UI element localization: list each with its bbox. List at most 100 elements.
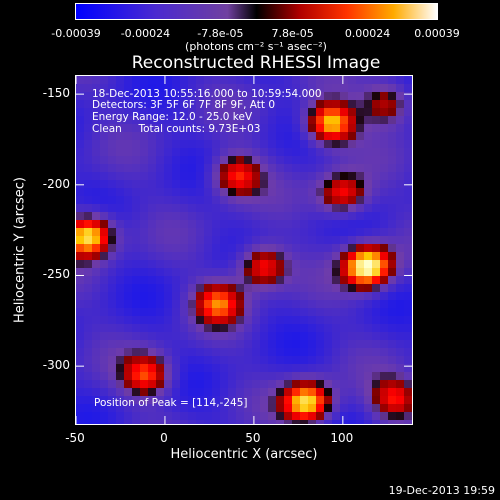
- heatmap-cell: [220, 124, 228, 132]
- heatmap-cell: [116, 164, 124, 172]
- heatmap-cell: [404, 156, 412, 164]
- heatmap-cell: [380, 116, 388, 124]
- heatmap-cell: [84, 268, 92, 276]
- heatmap-cell: [172, 204, 180, 212]
- heatmap-cell: [228, 140, 236, 148]
- heatmap-cell: [92, 244, 100, 252]
- heatmap-cell: [124, 404, 132, 412]
- heatmap-cell: [236, 196, 244, 204]
- heatmap-cell: [76, 148, 84, 156]
- heatmap-cell: [260, 412, 268, 420]
- heatmap-cell: [132, 140, 140, 148]
- heatmap-cell: [404, 188, 412, 196]
- heatmap-cell: [124, 412, 132, 420]
- heatmap-cell: [404, 244, 412, 252]
- heatmap-cell: [284, 188, 292, 196]
- heatmap-cell: [228, 404, 236, 412]
- heatmap-cell: [396, 108, 404, 116]
- heatmap-cell: [196, 308, 204, 316]
- heatmap-cell: [92, 284, 100, 292]
- heatmap-cell: [76, 220, 84, 228]
- heatmap-cell: [372, 140, 380, 148]
- heatmap-cell: [180, 188, 188, 196]
- heatmap-cell: [252, 188, 260, 196]
- heatmap-cell: [220, 348, 228, 356]
- heatmap-cell: [140, 412, 148, 420]
- heatmap-cell: [156, 340, 164, 348]
- heatmap-cell: [324, 212, 332, 220]
- heatmap-cell: [140, 276, 148, 284]
- heatmap-cell: [220, 172, 228, 180]
- heatmap-cell: [84, 172, 92, 180]
- heatmap-cell: [188, 244, 196, 252]
- heatmap-cell: [164, 332, 172, 340]
- heatmap-cell: [180, 268, 188, 276]
- heatmap-cell: [132, 260, 140, 268]
- heatmap-cell: [404, 388, 412, 396]
- heatmap-cell: [332, 156, 340, 164]
- heatmap-cell: [300, 156, 308, 164]
- heatmap-cell: [100, 284, 108, 292]
- heatmap-cell: [180, 412, 188, 420]
- heatmap-cell: [132, 364, 140, 372]
- heatmap-cell: [340, 212, 348, 220]
- heatmap-cell: [84, 244, 92, 252]
- heatmap-cell: [92, 172, 100, 180]
- heatmap-cell: [300, 396, 308, 404]
- heatmap-cell: [348, 292, 356, 300]
- heatmap-cell: [188, 396, 196, 404]
- heatmap-cell: [388, 132, 396, 140]
- heatmap-cell: [84, 364, 92, 372]
- heatmap-cell: [380, 364, 388, 372]
- heatmap-cell: [132, 156, 140, 164]
- heatmap-cell: [236, 420, 244, 424]
- heatmap-cell: [316, 76, 324, 84]
- heatmap-cell: [396, 300, 404, 308]
- heatmap-cell: [100, 388, 108, 396]
- heatmap-cell: [364, 412, 372, 420]
- heatmap-cell: [244, 284, 252, 292]
- heatmap-cell: [364, 364, 372, 372]
- heatmap-cell: [284, 116, 292, 124]
- heatmap-cell: [172, 252, 180, 260]
- heatmap-cell: [276, 300, 284, 308]
- heatmap-cell: [356, 404, 364, 412]
- heatmap-cell: [380, 324, 388, 332]
- heatmap-cell: [108, 236, 116, 244]
- heatmap-cell: [92, 116, 100, 124]
- heatmap-cell: [292, 356, 300, 364]
- heatmap-cell: [236, 92, 244, 100]
- heatmap-cell: [268, 396, 276, 404]
- heatmap-cell: [244, 212, 252, 220]
- heatmap-cell: [148, 252, 156, 260]
- heatmap-cell: [260, 148, 268, 156]
- heatmap-cell: [236, 76, 244, 84]
- heatmap-cell: [268, 220, 276, 228]
- heatmap-cell: [100, 252, 108, 260]
- heatmap-cell: [172, 372, 180, 380]
- heatmap-cell: [76, 348, 84, 356]
- heatmap-cell: [356, 180, 364, 188]
- heatmap-cell: [116, 212, 124, 220]
- heatmap-cell: [284, 396, 292, 404]
- heatmap-cell: [244, 180, 252, 188]
- heatmap-cell: [204, 388, 212, 396]
- heatmap-cell: [284, 148, 292, 156]
- heatmap-cell: [300, 140, 308, 148]
- heatmap-cell: [356, 236, 364, 244]
- heatmap-cell: [172, 212, 180, 220]
- heatmap-cell: [84, 324, 92, 332]
- heatmap-cell: [324, 108, 332, 116]
- heatmap-cell: [76, 132, 84, 140]
- heatmap-cell: [300, 196, 308, 204]
- heatmap-cell: [316, 100, 324, 108]
- heatmap-cell: [380, 252, 388, 260]
- heatmap-cell: [196, 396, 204, 404]
- heatmap-cell: [396, 388, 404, 396]
- heatmap-cell: [372, 84, 380, 92]
- heatmap-cell: [396, 212, 404, 220]
- heatmap-cell: [340, 244, 348, 252]
- colorbar-tick-label: -0.00024: [120, 27, 171, 40]
- heatmap-cell: [84, 380, 92, 388]
- heatmap-cell: [108, 404, 116, 412]
